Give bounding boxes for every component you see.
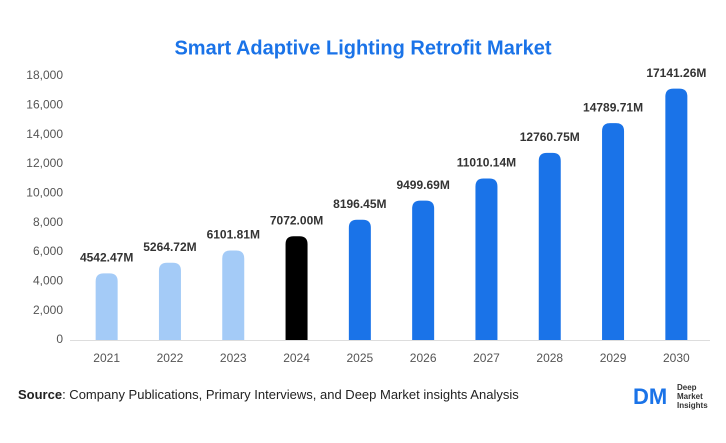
x-tick-label: 2030 <box>663 351 690 365</box>
value-label: 11010.14M <box>457 156 516 170</box>
bar <box>285 236 308 340</box>
value-label: 9499.69M <box>396 178 449 192</box>
y-tick-label: 6,000 <box>33 244 63 258</box>
chart-title: Smart Adaptive Lighting Retrofit Market <box>174 37 551 59</box>
x-tick-label: 2023 <box>220 351 247 365</box>
x-tick-label: 2026 <box>410 351 437 365</box>
x-tick-label: 2027 <box>473 351 500 365</box>
y-tick-label: 12,000 <box>26 156 63 170</box>
bar <box>348 219 371 340</box>
bar <box>158 262 181 340</box>
bar <box>602 123 625 340</box>
value-label: 12760.75M <box>520 130 580 144</box>
bar <box>475 178 498 340</box>
bar <box>538 152 561 340</box>
logo-mark: DM <box>633 384 667 409</box>
value-label: 7072.00M <box>270 213 323 227</box>
y-tick-label: 8,000 <box>33 215 63 229</box>
y-tick-label: 0 <box>56 332 63 346</box>
source-text: : Company Publications, Primary Intervie… <box>62 387 519 402</box>
y-tick-label: 10,000 <box>26 186 63 200</box>
value-label: 17141.26M <box>646 66 706 80</box>
x-tick-label: 2024 <box>283 351 310 365</box>
logo-line: Market <box>677 392 703 401</box>
y-tick-label: 18,000 <box>26 68 63 82</box>
x-tick-label: 2022 <box>157 351 184 365</box>
source-label: Source <box>18 387 62 402</box>
bar <box>222 250 245 340</box>
bar <box>412 200 435 340</box>
y-tick-label: 14,000 <box>26 127 63 141</box>
logo-line: Deep <box>677 383 697 392</box>
source: Source: Company Publications, Primary In… <box>18 387 519 402</box>
value-label: 8196.45M <box>333 197 386 211</box>
x-tick-label: 2029 <box>600 351 627 365</box>
value-label: 4542.47M <box>80 251 133 265</box>
value-label: 14789.71M <box>583 100 643 114</box>
bar <box>95 273 118 340</box>
logo-line: Insights <box>677 401 708 410</box>
value-label: 5264.72M <box>143 240 196 254</box>
y-tick-label: 16,000 <box>26 98 63 112</box>
x-tick-label: 2025 <box>346 351 373 365</box>
x-tick-label: 2028 <box>536 351 563 365</box>
y-tick-label: 4,000 <box>33 274 63 288</box>
x-tick-label: 2021 <box>93 351 120 365</box>
bar <box>665 88 688 341</box>
value-label: 6101.81M <box>207 228 260 242</box>
y-tick-label: 2,000 <box>33 303 63 317</box>
